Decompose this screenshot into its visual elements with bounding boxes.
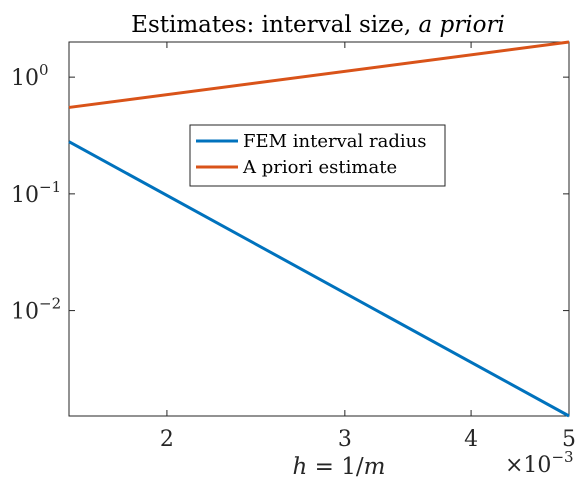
x-tick-label: 4: [464, 427, 478, 452]
x-tick-label: 5: [562, 427, 576, 452]
y-tick-label-exponent: −1: [39, 178, 61, 196]
y-tick-label: 10−1: [11, 178, 61, 208]
y-tick-label-exponent: 0: [39, 61, 49, 79]
y-tick-label: 10−2: [11, 295, 61, 325]
plot-area: [68, 41, 570, 417]
legend: FEM interval radius A priori estimate: [189, 124, 446, 187]
chart-title: Estimates: interval size, a priori: [131, 12, 505, 38]
x-axis-multiplier: ×10−3: [505, 448, 574, 478]
y-tick-label-base: 10: [11, 300, 39, 325]
series-a-priori-estimate: [68, 40, 570, 109]
series-fem-interval-radius: [68, 140, 570, 418]
y-tick-label-base: 10: [11, 66, 39, 91]
series-layer: [68, 40, 570, 418]
x-tick-label: 3: [338, 427, 352, 452]
x-axis-label: h = 1/m: [293, 454, 386, 480]
y-tick-label: 100: [11, 61, 49, 91]
legend-box: [189, 124, 446, 187]
legend-label-apriori: A priori estimate: [242, 157, 397, 178]
y-tick-label-base: 10: [11, 183, 39, 208]
y-tick-label-exponent: −2: [39, 295, 61, 313]
legend-label-fem: FEM interval radius: [243, 131, 426, 152]
x-tick-label: 2: [160, 427, 174, 452]
